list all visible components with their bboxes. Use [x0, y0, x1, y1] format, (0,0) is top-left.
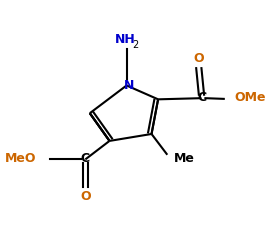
- Text: O: O: [194, 52, 204, 65]
- Text: C: C: [197, 91, 206, 103]
- Text: OMe: OMe: [234, 91, 266, 104]
- Text: N: N: [124, 79, 134, 92]
- Text: 2: 2: [132, 40, 138, 50]
- Text: NH: NH: [115, 33, 136, 46]
- Text: O: O: [80, 190, 91, 203]
- Text: MeO: MeO: [4, 152, 36, 165]
- Text: C: C: [81, 152, 90, 165]
- Text: Me: Me: [174, 152, 195, 165]
